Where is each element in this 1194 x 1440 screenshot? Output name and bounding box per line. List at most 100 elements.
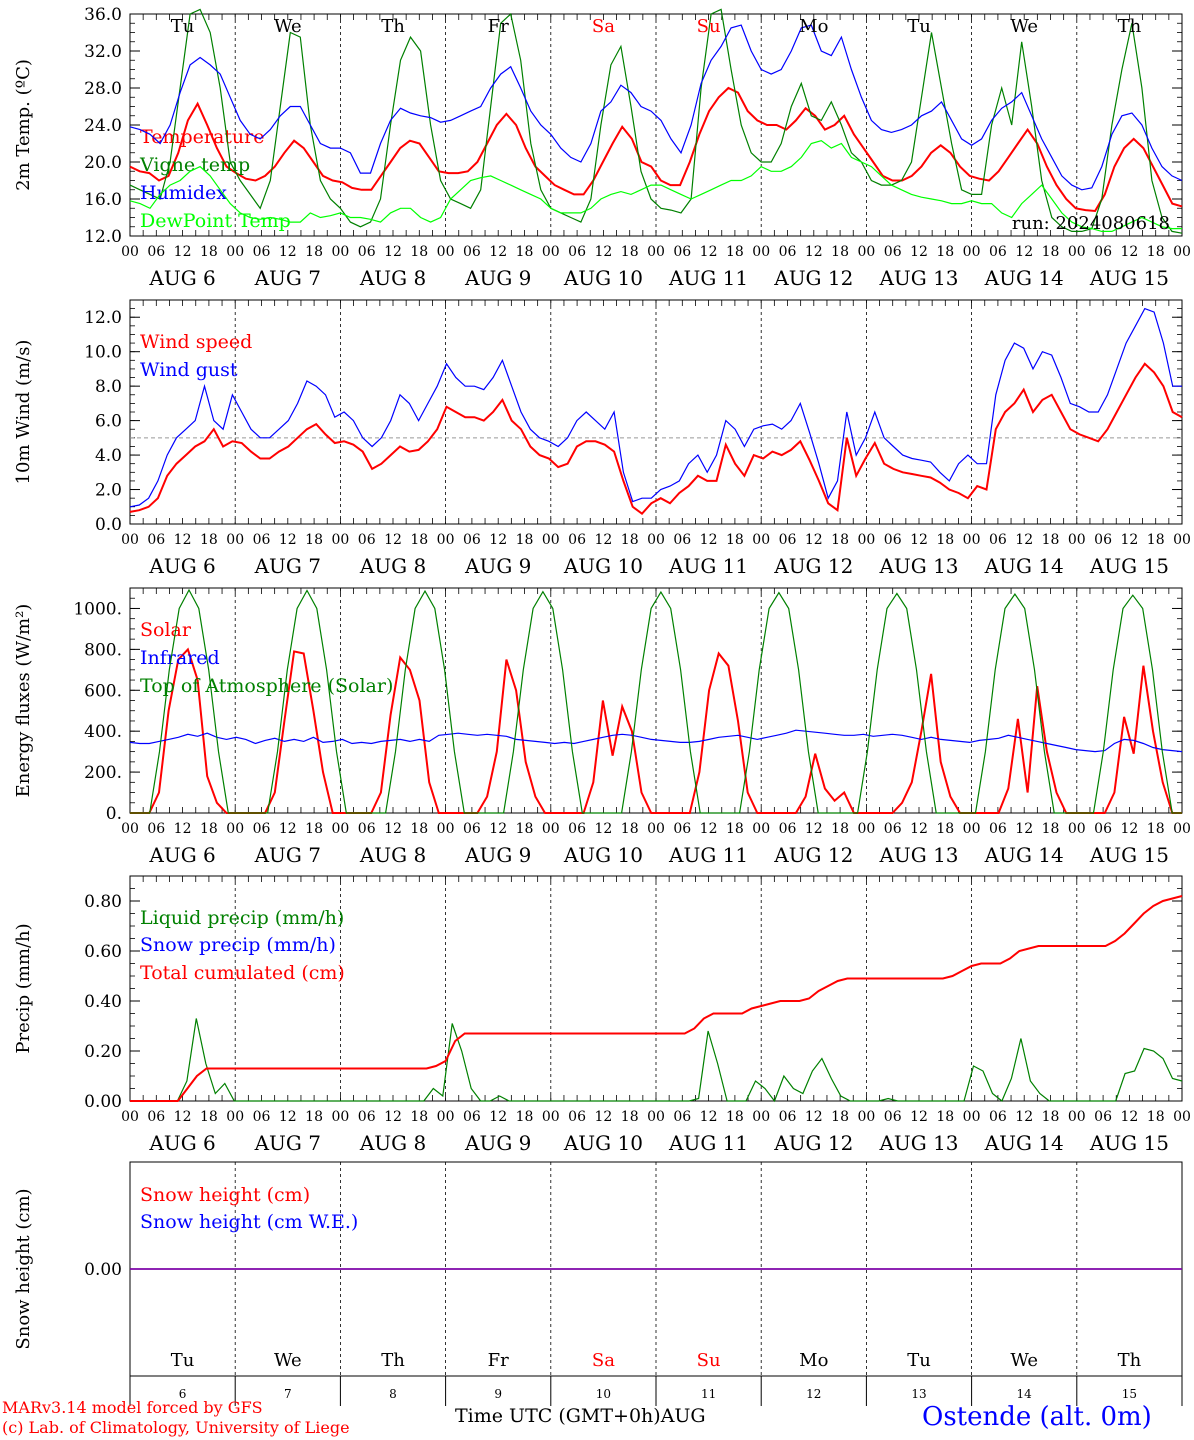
- lab-credit: (c) Lab. of Climatology, University of L…: [2, 1418, 350, 1437]
- hour-tick-label: 18: [410, 821, 428, 837]
- hour-tick-label: 06: [568, 532, 586, 548]
- legend-entry: Vigne temp: [139, 154, 250, 176]
- hour-tick-label: 00: [542, 244, 560, 260]
- weekday-label: Sa: [592, 16, 615, 37]
- y-tick-label: 0.80: [84, 892, 122, 912]
- hour-tick-label: 12: [1120, 532, 1138, 548]
- date-label: AUG 13: [878, 843, 958, 867]
- y-tick-label: 400.: [84, 722, 122, 742]
- date-label: AUG 9: [464, 554, 531, 578]
- date-label: AUG 11: [668, 266, 748, 290]
- series-line-wind-speed: [129, 362, 1183, 516]
- hour-tick-label: 00: [1173, 244, 1191, 260]
- panel-1: 12.0 16.0 20.0 24.0 28.0 32.0 36.0 2m Temp. (ºC…: [13, 5, 1191, 290]
- hour-tick-label: 12: [594, 1109, 612, 1125]
- model-label: MARv3.14 model forced by GFS: [2, 1398, 263, 1417]
- hour-tick-label: 06: [147, 821, 165, 837]
- hour-tick-label: 00: [121, 1109, 139, 1125]
- hour-tick-label: 18: [831, 244, 849, 260]
- hour-tick-label: 00: [647, 821, 665, 837]
- date-label: AUG 12: [773, 554, 853, 578]
- y-tick-label: 24.0: [84, 116, 122, 136]
- date-label: AUG 9: [464, 266, 531, 290]
- hour-tick-label: 06: [568, 244, 586, 260]
- hour-tick-label: 18: [410, 244, 428, 260]
- legend-entry: Liquid precip (mm/h): [140, 907, 344, 929]
- hour-tick-label: 12: [384, 532, 402, 548]
- hour-tick-label: 06: [358, 532, 376, 548]
- date-label: AUG 8: [359, 1131, 426, 1155]
- hour-tick-label: 18: [305, 244, 323, 260]
- hour-tick-label: 00: [542, 532, 560, 548]
- hour-tick-label: 18: [831, 1109, 849, 1125]
- hour-tick-label: 12: [384, 821, 402, 837]
- hour-tick-label: 00: [542, 821, 560, 837]
- hour-tick-label: 18: [305, 1109, 323, 1125]
- legend-entry: Top of Atmosphere (Solar): [140, 675, 393, 697]
- y-tick-label: 8.0: [95, 377, 122, 397]
- y-tick-label: 16.0: [84, 190, 122, 210]
- weekday-label: Th: [381, 1350, 405, 1371]
- hour-tick-label: 00: [752, 532, 770, 548]
- location-title: Ostende (alt. 0m): [922, 1402, 1152, 1432]
- hour-tick-label: 00: [647, 532, 665, 548]
- hour-tick-label: 06: [253, 1109, 271, 1125]
- time-label: Time UTC (GMT+0h): [455, 1405, 661, 1427]
- hour-tick-label: 12: [700, 532, 718, 548]
- date-label: AUG 15: [1089, 266, 1169, 290]
- hour-tick-label: 18: [621, 532, 639, 548]
- legend-entry: Wind speed: [140, 331, 252, 353]
- hour-tick-label: 18: [621, 244, 639, 260]
- weekday-label: Mo: [799, 16, 828, 37]
- hour-tick-label: 00: [963, 1109, 981, 1125]
- weekday-label: Fr: [488, 1350, 509, 1371]
- hour-tick-label: 06: [884, 821, 902, 837]
- y-tick-label: 600.: [84, 681, 122, 701]
- hour-tick-label: 18: [621, 1109, 639, 1125]
- y-axis-label: Snow height (cm): [13, 1188, 34, 1349]
- series-line-vigne-temp: [129, 8, 1183, 234]
- date-label: AUG 15: [1089, 554, 1169, 578]
- hour-tick-label: 18: [516, 1109, 534, 1125]
- y-tick-label: 1000.: [73, 599, 122, 619]
- month-label: AUG: [660, 1405, 706, 1427]
- date-label: AUG 13: [878, 266, 958, 290]
- date-label: AUG 11: [668, 1131, 748, 1155]
- date-label: AUG 13: [878, 1131, 958, 1155]
- legend-entry: Infrared: [140, 647, 220, 669]
- hour-tick-label: 06: [1094, 821, 1112, 837]
- hour-tick-label: 12: [700, 244, 718, 260]
- hour-tick-label: 06: [147, 532, 165, 548]
- day-number-label: 15: [1122, 1387, 1137, 1401]
- hour-tick-label: 12: [174, 1109, 192, 1125]
- hour-tick-label: 06: [779, 244, 797, 260]
- hour-tick-label: 12: [279, 244, 297, 260]
- date-label: AUG 6: [148, 266, 215, 290]
- hour-tick-label: 06: [358, 821, 376, 837]
- hour-tick-label: 12: [910, 1109, 928, 1125]
- day-number-label: 12: [806, 1387, 821, 1401]
- hour-tick-label: 00: [226, 821, 244, 837]
- date-label: AUG 15: [1089, 843, 1169, 867]
- hour-tick-label: 06: [463, 532, 481, 548]
- date-label: AUG 7: [254, 1131, 321, 1155]
- hour-tick-label: 12: [384, 244, 402, 260]
- day-number-label: 11: [701, 1387, 716, 1401]
- series-line-wind-gust: [129, 307, 1182, 508]
- hour-tick-label: 12: [384, 1109, 402, 1125]
- y-tick-label: 800.: [84, 640, 122, 660]
- hour-tick-label: 00: [226, 1109, 244, 1125]
- date-label: AUG 10: [563, 554, 643, 578]
- date-label: AUG 14: [984, 1131, 1064, 1155]
- hour-tick-label: 06: [147, 1109, 165, 1125]
- hour-tick-label: 06: [989, 244, 1007, 260]
- hour-tick-label: 12: [594, 244, 612, 260]
- hour-tick-label: 00: [121, 821, 139, 837]
- weekday-label: Tu: [907, 1350, 931, 1371]
- hour-tick-label: 18: [516, 532, 534, 548]
- weekday-label: Tu: [171, 1350, 195, 1371]
- date-label: AUG 6: [148, 554, 215, 578]
- hour-tick-label: 00: [331, 532, 349, 548]
- hour-tick-label: 12: [1015, 244, 1033, 260]
